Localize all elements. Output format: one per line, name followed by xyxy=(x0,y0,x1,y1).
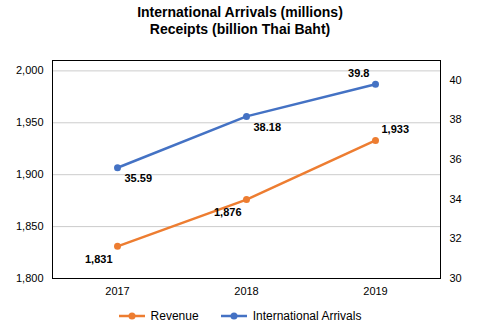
svg-text:38: 38 xyxy=(450,113,462,125)
svg-text:40: 40 xyxy=(450,74,462,86)
html-text:International Arrivals: International Arrivals xyxy=(252,309,362,323)
svg-text:2017: 2017 xyxy=(105,285,129,297)
svg-text:39.8: 39.8 xyxy=(348,67,369,79)
svg-text:2019: 2019 xyxy=(363,285,387,297)
svg-text:2018: 2018 xyxy=(234,285,258,297)
svg-text:32: 32 xyxy=(450,232,462,244)
html-text:International Arrivals (millio: International Arrivals (millions) xyxy=(137,4,343,20)
html-text:Receipts (billion Thai Baht): Receipts (billion Thai Baht) xyxy=(149,21,331,37)
svg-text:38.18: 38.18 xyxy=(254,121,282,133)
svg-text:1,800: 1,800 xyxy=(16,272,44,284)
svg-text:36: 36 xyxy=(450,153,462,165)
html-text:Revenue: Revenue xyxy=(150,309,199,323)
svg-text:30: 30 xyxy=(450,272,462,284)
svg-text:1,831: 1,831 xyxy=(85,253,113,265)
svg-text:1,950: 1,950 xyxy=(16,116,44,128)
svg-text:2,000: 2,000 xyxy=(16,64,44,76)
svg-text:1,933: 1,933 xyxy=(382,123,410,135)
svg-text:35.59: 35.59 xyxy=(125,172,153,184)
svg-text:34: 34 xyxy=(450,193,462,205)
svg-text:1,876: 1,876 xyxy=(214,206,242,218)
svg-text:1,850: 1,850 xyxy=(16,220,44,232)
svg-text:1,900: 1,900 xyxy=(16,168,44,180)
